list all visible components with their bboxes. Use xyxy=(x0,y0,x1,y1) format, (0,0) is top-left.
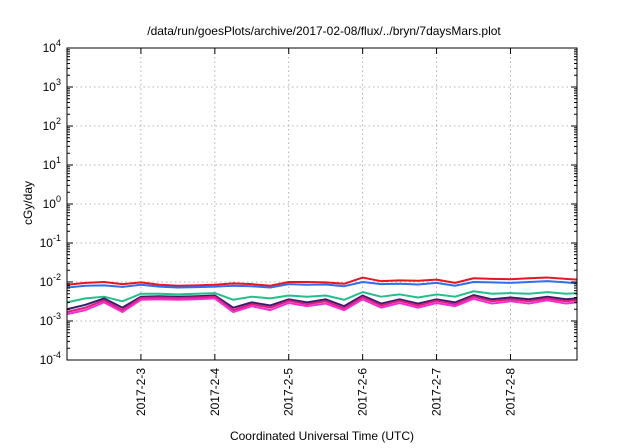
x-tick-labels: 2017-2-3 2017-2-4 2017-2-5 2017-2-6 2017-2-7… xyxy=(134,368,518,416)
series-line xyxy=(66,276,578,287)
y-tick-label: 103 xyxy=(43,77,61,94)
y-tick-labels: 10-4 10-3 10-2 10-1 100 101 102 103 104 xyxy=(40,38,61,367)
series-line xyxy=(66,280,578,289)
x-axis-title: Coordinated Universal Time (UTC) xyxy=(230,429,414,443)
y-tick-label: 10-4 xyxy=(40,350,61,367)
x-tick-label: 2017-2-5 xyxy=(282,368,296,416)
series-line xyxy=(66,294,578,311)
y-tick-label: 104 xyxy=(43,38,61,55)
x-tick-label: 2017-2-4 xyxy=(208,368,222,416)
y-tick-label: 10-1 xyxy=(40,233,61,250)
series-line xyxy=(66,295,578,313)
x-tick-label: 2017-2-8 xyxy=(503,368,517,416)
series-group xyxy=(66,276,578,316)
chart-title: /data/run/goesPlots/archive/2017-02-08/f… xyxy=(147,24,501,38)
y-tick-label: 10-2 xyxy=(40,272,61,289)
y-tick-label: 10-3 xyxy=(40,311,61,328)
x-tick-label: 2017-2-3 xyxy=(134,368,148,416)
y-tick-label: 102 xyxy=(43,116,61,133)
y-tick-label: 100 xyxy=(43,194,61,211)
x-tick-label: 2017-2-7 xyxy=(430,368,444,416)
plot-frame xyxy=(66,47,578,361)
y-axis-title: cGy/day xyxy=(21,181,35,225)
x-tick-label: 2017-2-6 xyxy=(356,368,370,416)
series-line xyxy=(66,290,578,304)
series-line xyxy=(66,297,578,316)
y-tick-label: 101 xyxy=(43,155,61,172)
